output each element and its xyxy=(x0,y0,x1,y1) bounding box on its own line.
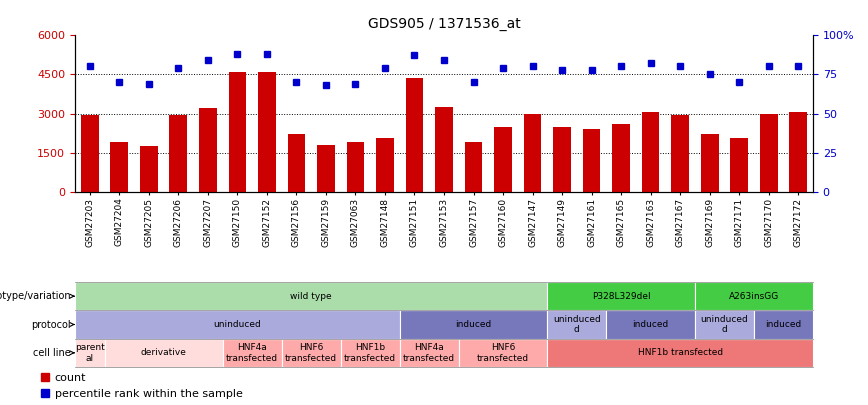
Text: induced: induced xyxy=(633,320,668,329)
Bar xyxy=(641,112,660,192)
Bar xyxy=(523,113,542,192)
Bar xyxy=(607,310,695,339)
Text: A263insGG: A263insGG xyxy=(729,292,779,301)
Bar xyxy=(228,72,247,192)
Bar xyxy=(75,310,400,339)
Bar xyxy=(400,339,459,367)
Text: induced: induced xyxy=(766,320,802,329)
Bar xyxy=(730,139,748,192)
Bar xyxy=(582,129,601,192)
Text: uninduced
d: uninduced d xyxy=(700,315,748,334)
Bar xyxy=(760,113,778,192)
Bar xyxy=(464,142,483,192)
Bar xyxy=(346,142,365,192)
Bar xyxy=(75,282,548,310)
Text: genotype/variation: genotype/variation xyxy=(0,291,74,301)
Bar xyxy=(340,339,400,367)
Text: HNF1b transfected: HNF1b transfected xyxy=(638,348,723,357)
Bar xyxy=(754,310,813,339)
Bar xyxy=(222,339,281,367)
Bar xyxy=(281,339,340,367)
Bar xyxy=(110,142,128,192)
Text: uninduced
d: uninduced d xyxy=(553,315,601,334)
Text: protocol: protocol xyxy=(31,320,74,330)
Bar xyxy=(494,127,512,192)
Bar xyxy=(169,115,187,192)
Text: cell line: cell line xyxy=(33,348,74,358)
Bar xyxy=(104,339,222,367)
Bar xyxy=(140,146,158,192)
Text: uninduced: uninduced xyxy=(214,320,261,329)
Bar xyxy=(548,339,813,367)
Bar xyxy=(199,108,217,192)
Bar xyxy=(400,310,548,339)
Legend: count, percentile rank within the sample: count, percentile rank within the sample xyxy=(36,369,247,403)
Bar xyxy=(671,115,689,192)
Bar xyxy=(548,310,607,339)
Text: derivative: derivative xyxy=(141,348,187,357)
Bar xyxy=(548,282,695,310)
Bar xyxy=(317,145,335,192)
Text: wild type: wild type xyxy=(291,292,332,301)
Bar xyxy=(75,339,104,367)
Bar xyxy=(435,107,453,192)
Bar xyxy=(695,310,754,339)
Bar xyxy=(700,134,719,192)
Text: P328L329del: P328L329del xyxy=(592,292,650,301)
Text: HNF4a
transfected: HNF4a transfected xyxy=(226,343,278,362)
Bar xyxy=(553,127,571,192)
Bar xyxy=(789,112,807,192)
Bar xyxy=(459,339,548,367)
Text: HNF6
transfected: HNF6 transfected xyxy=(285,343,338,362)
Bar xyxy=(405,78,424,192)
Bar xyxy=(287,134,306,192)
Bar xyxy=(695,282,813,310)
Bar xyxy=(376,139,394,192)
Title: GDS905 / 1371536_at: GDS905 / 1371536_at xyxy=(368,17,521,31)
Text: parent
al: parent al xyxy=(75,343,105,362)
Text: HNF1b
transfected: HNF1b transfected xyxy=(344,343,397,362)
Bar xyxy=(258,72,276,192)
Text: HNF6
transfected: HNF6 transfected xyxy=(477,343,529,362)
Bar xyxy=(612,124,630,192)
Bar xyxy=(81,115,99,192)
Text: HNF4a
transfected: HNF4a transfected xyxy=(403,343,456,362)
Text: induced: induced xyxy=(456,320,491,329)
